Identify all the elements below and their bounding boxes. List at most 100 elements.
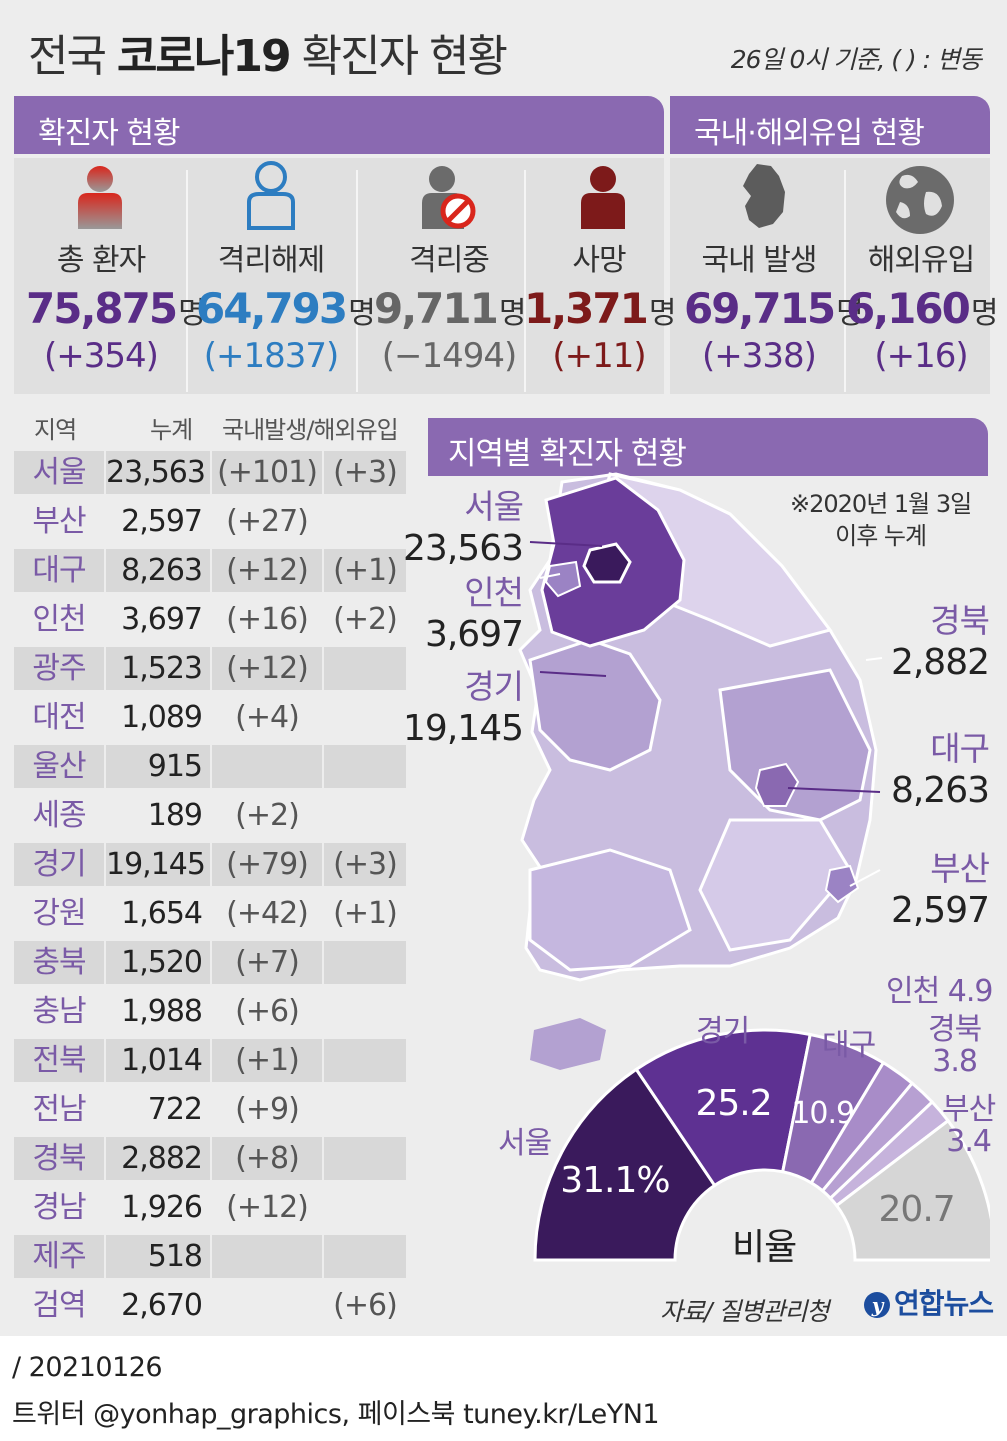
slice-label-gyeonggi: 경기 [696, 1014, 750, 1049]
table-row: 전남 722 (+9) [14, 1085, 406, 1134]
stat-domestic-value: 69,715명 [684, 284, 864, 333]
map-note: ※2020년 1월 3일 이후 누계 [790, 490, 972, 550]
stat-domestic-change: (+338) [702, 336, 817, 376]
slice-label-incheon: 인천 4.9 [886, 974, 993, 1009]
domestic-cell: (+12) [212, 549, 322, 592]
region-cell: 대전 [32, 700, 86, 735]
imported-cell: (+6) [333, 1288, 398, 1323]
map-section-header: 지역별 확진자 현황 [428, 418, 988, 476]
imported-cell [324, 1137, 406, 1180]
domestic-cell: (+1) [212, 1039, 322, 1082]
table-header-region: 지역 [34, 416, 77, 444]
total-cell: 2,670 [121, 1288, 203, 1323]
imported-cell: (+1) [324, 549, 406, 592]
stat-deaths-value: 1,371명 [524, 284, 676, 333]
table-row: 대구 8,263 (+12) (+1) [14, 546, 406, 595]
person-red-icon [78, 166, 122, 229]
region-cell: 광주 [14, 647, 104, 690]
stat-imported-label: 해외유입 [867, 243, 975, 278]
domestic-cell: (+9) [235, 1092, 300, 1127]
reference-time: 26일 0시 기준, ( ) : 변동 [730, 45, 982, 74]
slice-label-busan: 부산 3.4 [942, 1092, 996, 1159]
pie-slice-other [834, 1118, 990, 1262]
total-cell: 518 [106, 1235, 210, 1278]
slice-label-gyeongbuk: 경북 3.8 [928, 1012, 982, 1079]
pie-slice-경기 [634, 1028, 812, 1188]
domestic-cell: (+101) [212, 451, 322, 494]
page-title: 전국 코로나19 확진자 현황 [28, 31, 508, 82]
korea-map [518, 472, 883, 1070]
domestic-cell: (+27) [226, 504, 309, 539]
pie-value-서울: 31.1% [560, 1160, 669, 1201]
footer-sns: 트위터 @yonhap_graphics, 페이스북 tuney.kr/LeYN… [12, 1399, 660, 1430]
domestic-cell: (+42) [226, 896, 309, 931]
region-cell: 인천 [32, 602, 86, 637]
total-cell: 3,697 [121, 602, 203, 637]
logo-globe-icon: y [864, 1292, 890, 1318]
imported-cell [324, 990, 406, 1033]
stat-isolated-change: (−1494) [381, 336, 518, 376]
region-cell: 경북 [14, 1137, 104, 1180]
imported-cell [324, 1088, 406, 1131]
imported-cell [324, 745, 406, 788]
domestic-cell [212, 1284, 322, 1327]
domestic-cell: (+12) [212, 647, 322, 690]
imported-cell [324, 1186, 406, 1229]
slice-label-daegu: 대구 [822, 1028, 876, 1063]
table-row: 경기 19,145 (+79) (+3) [14, 840, 406, 889]
imported-cell: (+3) [324, 843, 406, 886]
table-row: 경남 1,926 (+12) [14, 1183, 406, 1232]
total-cell: 23,563 [106, 451, 210, 494]
domestic-cell: (+2) [235, 798, 300, 833]
table-row: 강원 1,654 (+42) (+1) [14, 889, 406, 938]
map-label-gyeonggi: 경기 19,145 [403, 667, 524, 749]
svg-text:y: y [871, 1293, 885, 1317]
region-cell: 충북 [14, 941, 104, 984]
map-jeju [530, 1018, 606, 1070]
status-card [14, 158, 664, 394]
table-row: 울산 915 [14, 742, 406, 791]
map-label-gyeongbuk: 경북 2,882 [890, 601, 990, 683]
domestic-cell: (+79) [212, 843, 322, 886]
table-row: 대전 1,089 (+4) [14, 693, 406, 742]
imported-cell [324, 1039, 406, 1082]
map-label-incheon: 인천 3,697 [424, 573, 524, 655]
person-outline-icon [247, 161, 295, 230]
domestic-cell: (+4) [235, 700, 300, 735]
data-source: 자료/ 질병관리청 [660, 1297, 829, 1326]
stat-imported-value: 6,160명 [846, 284, 998, 333]
map-busan [824, 864, 860, 904]
total-cell: 2,882 [106, 1137, 210, 1180]
table-row: 경북 2,882 (+8) [14, 1134, 406, 1183]
stat-released-value: 64,793명 [196, 284, 376, 333]
table-row: 검역 2,670 (+6) [14, 1281, 406, 1330]
region-cell: 전남 [32, 1092, 86, 1127]
map-jeonnam [528, 848, 692, 972]
stat-isolated-value: 9,711명 [374, 284, 526, 333]
region-cell: 제주 [14, 1235, 104, 1278]
domestic-cell [212, 745, 322, 788]
korea-map-icon [743, 164, 785, 228]
region-cell: 부산 [32, 504, 86, 539]
total-cell: 189 [147, 798, 203, 833]
table-row: 충북 1,520 (+7) [14, 938, 406, 987]
domestic-cell [212, 1235, 322, 1278]
stat-isolated-label: 격리중 [409, 243, 490, 278]
table-row: 광주 1,523 (+12) [14, 644, 406, 693]
origin-section-header: 국내·해외유입 현황 [670, 96, 990, 154]
globe-icon [886, 166, 954, 234]
imported-cell [324, 1235, 406, 1278]
total-cell: 722 [147, 1092, 203, 1127]
region-cell: 세종 [32, 798, 86, 833]
table-row: 서울 23,563 (+101) (+3) [14, 448, 406, 497]
table-row: 전북 1,014 (+1) [14, 1036, 406, 1085]
stat-released-label: 격리해제 [217, 243, 325, 278]
total-cell: 1,926 [121, 1190, 203, 1225]
pie-slice-서울 [533, 1067, 717, 1262]
table-header-breakdown: 국내발생/해외유입 [222, 416, 399, 444]
imported-cell [324, 794, 406, 837]
domestic-cell: (+6) [235, 994, 300, 1029]
table-row: 부산 2,597 (+27) [14, 497, 406, 546]
map-label-busan: 부산 2,597 [890, 849, 990, 931]
total-cell: 1,988 [121, 994, 203, 1029]
